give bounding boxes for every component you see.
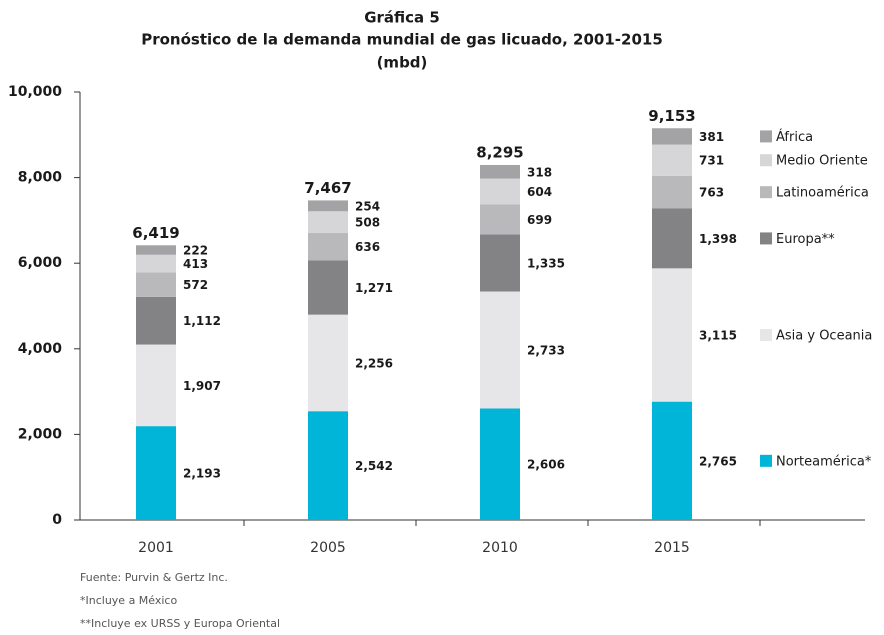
bar-segment — [480, 234, 520, 292]
value-label: 2,193 — [183, 467, 221, 481]
x-tick-label: 2001 — [138, 540, 174, 556]
bar-segment — [480, 204, 520, 235]
legend-swatch — [760, 328, 772, 341]
bar-segment — [308, 411, 348, 520]
bar-segment — [652, 175, 692, 209]
total-label: 8,295 — [476, 143, 523, 161]
y-tick-label: 8,000 — [18, 170, 63, 186]
bar-segment — [652, 128, 692, 145]
value-label: 1,271 — [355, 281, 393, 295]
bar-segment — [308, 200, 348, 212]
bar-segment — [652, 268, 692, 402]
bar-segment — [136, 426, 176, 520]
legend-swatch — [760, 232, 772, 245]
legend-label: Medio Oriente — [776, 154, 868, 169]
legend-swatch — [760, 454, 772, 467]
y-tick-label: 10,000 — [8, 84, 62, 100]
value-label: 1,112 — [183, 314, 221, 328]
footnote: Fuente: Purvin & Gertz Inc. — [80, 571, 228, 584]
value-label: 3,115 — [699, 328, 737, 342]
legend-swatch — [760, 130, 772, 143]
bar-segment — [652, 208, 692, 269]
value-label: 2,606 — [527, 458, 565, 472]
value-label: 1,335 — [527, 256, 565, 270]
bar-segment — [480, 164, 520, 179]
legend-swatch — [760, 154, 772, 167]
value-label: 508 — [355, 216, 380, 230]
value-label: 699 — [527, 213, 552, 227]
bar-segment — [652, 401, 692, 520]
value-label: 318 — [527, 165, 552, 179]
value-label: 1,907 — [183, 379, 221, 393]
x-tick-label: 2015 — [654, 540, 690, 556]
legend-label: África — [776, 129, 813, 145]
legend-label: Europa** — [776, 232, 835, 247]
legend-label: Asia y Oceania — [776, 328, 872, 343]
value-label: 222 — [183, 244, 208, 258]
x-tick-label: 2010 — [482, 540, 518, 556]
x-tick-label: 2005 — [310, 540, 346, 556]
legend-label: Norteamérica* — [776, 454, 872, 469]
total-label: 9,153 — [648, 107, 695, 125]
footnote: *Incluye a México — [80, 594, 177, 607]
bar-segment — [308, 211, 348, 234]
value-label: 604 — [527, 185, 552, 199]
bar-segment — [480, 408, 520, 520]
bar-segment — [652, 144, 692, 176]
bar-segment — [136, 344, 176, 427]
value-label: 731 — [699, 154, 724, 168]
value-label: 1,398 — [699, 232, 737, 246]
bar-segment — [480, 178, 520, 205]
y-tick-label: 4,000 — [18, 341, 63, 357]
bar-segment — [308, 260, 348, 315]
footnote: **Incluye ex URSS y Europa Oriental — [80, 617, 280, 630]
bar-segment — [480, 291, 520, 409]
legend-swatch — [760, 186, 772, 199]
bar-segment — [136, 245, 176, 255]
total-label: 7,467 — [304, 179, 351, 197]
value-label: 572 — [183, 278, 208, 292]
legend-label: Latinoamérica — [776, 186, 869, 201]
bar-segment — [308, 233, 348, 261]
y-tick-label: 6,000 — [18, 255, 63, 271]
value-label: 2,765 — [699, 454, 737, 468]
chart-subtitle: Pronóstico de la demanda mundial de gas … — [141, 31, 663, 49]
total-label: 6,419 — [132, 224, 179, 242]
value-label: 2,542 — [355, 459, 393, 473]
value-label: 636 — [355, 240, 380, 254]
value-label: 763 — [699, 186, 724, 200]
value-label: 254 — [355, 199, 380, 213]
value-label: 413 — [183, 257, 208, 271]
bar-segment — [136, 272, 176, 297]
bar-segment — [136, 296, 176, 345]
y-tick-label: 2,000 — [18, 426, 63, 442]
value-label: 2,256 — [355, 356, 393, 370]
bar-segment — [308, 314, 348, 412]
value-label: 2,733 — [527, 343, 565, 357]
unit-label: (mbd) — [377, 54, 428, 72]
y-tick-label: 0 — [52, 512, 62, 528]
value-label: 381 — [699, 130, 724, 144]
chart-title: Gráfica 5 — [364, 9, 440, 27]
bar-segment — [136, 254, 176, 273]
